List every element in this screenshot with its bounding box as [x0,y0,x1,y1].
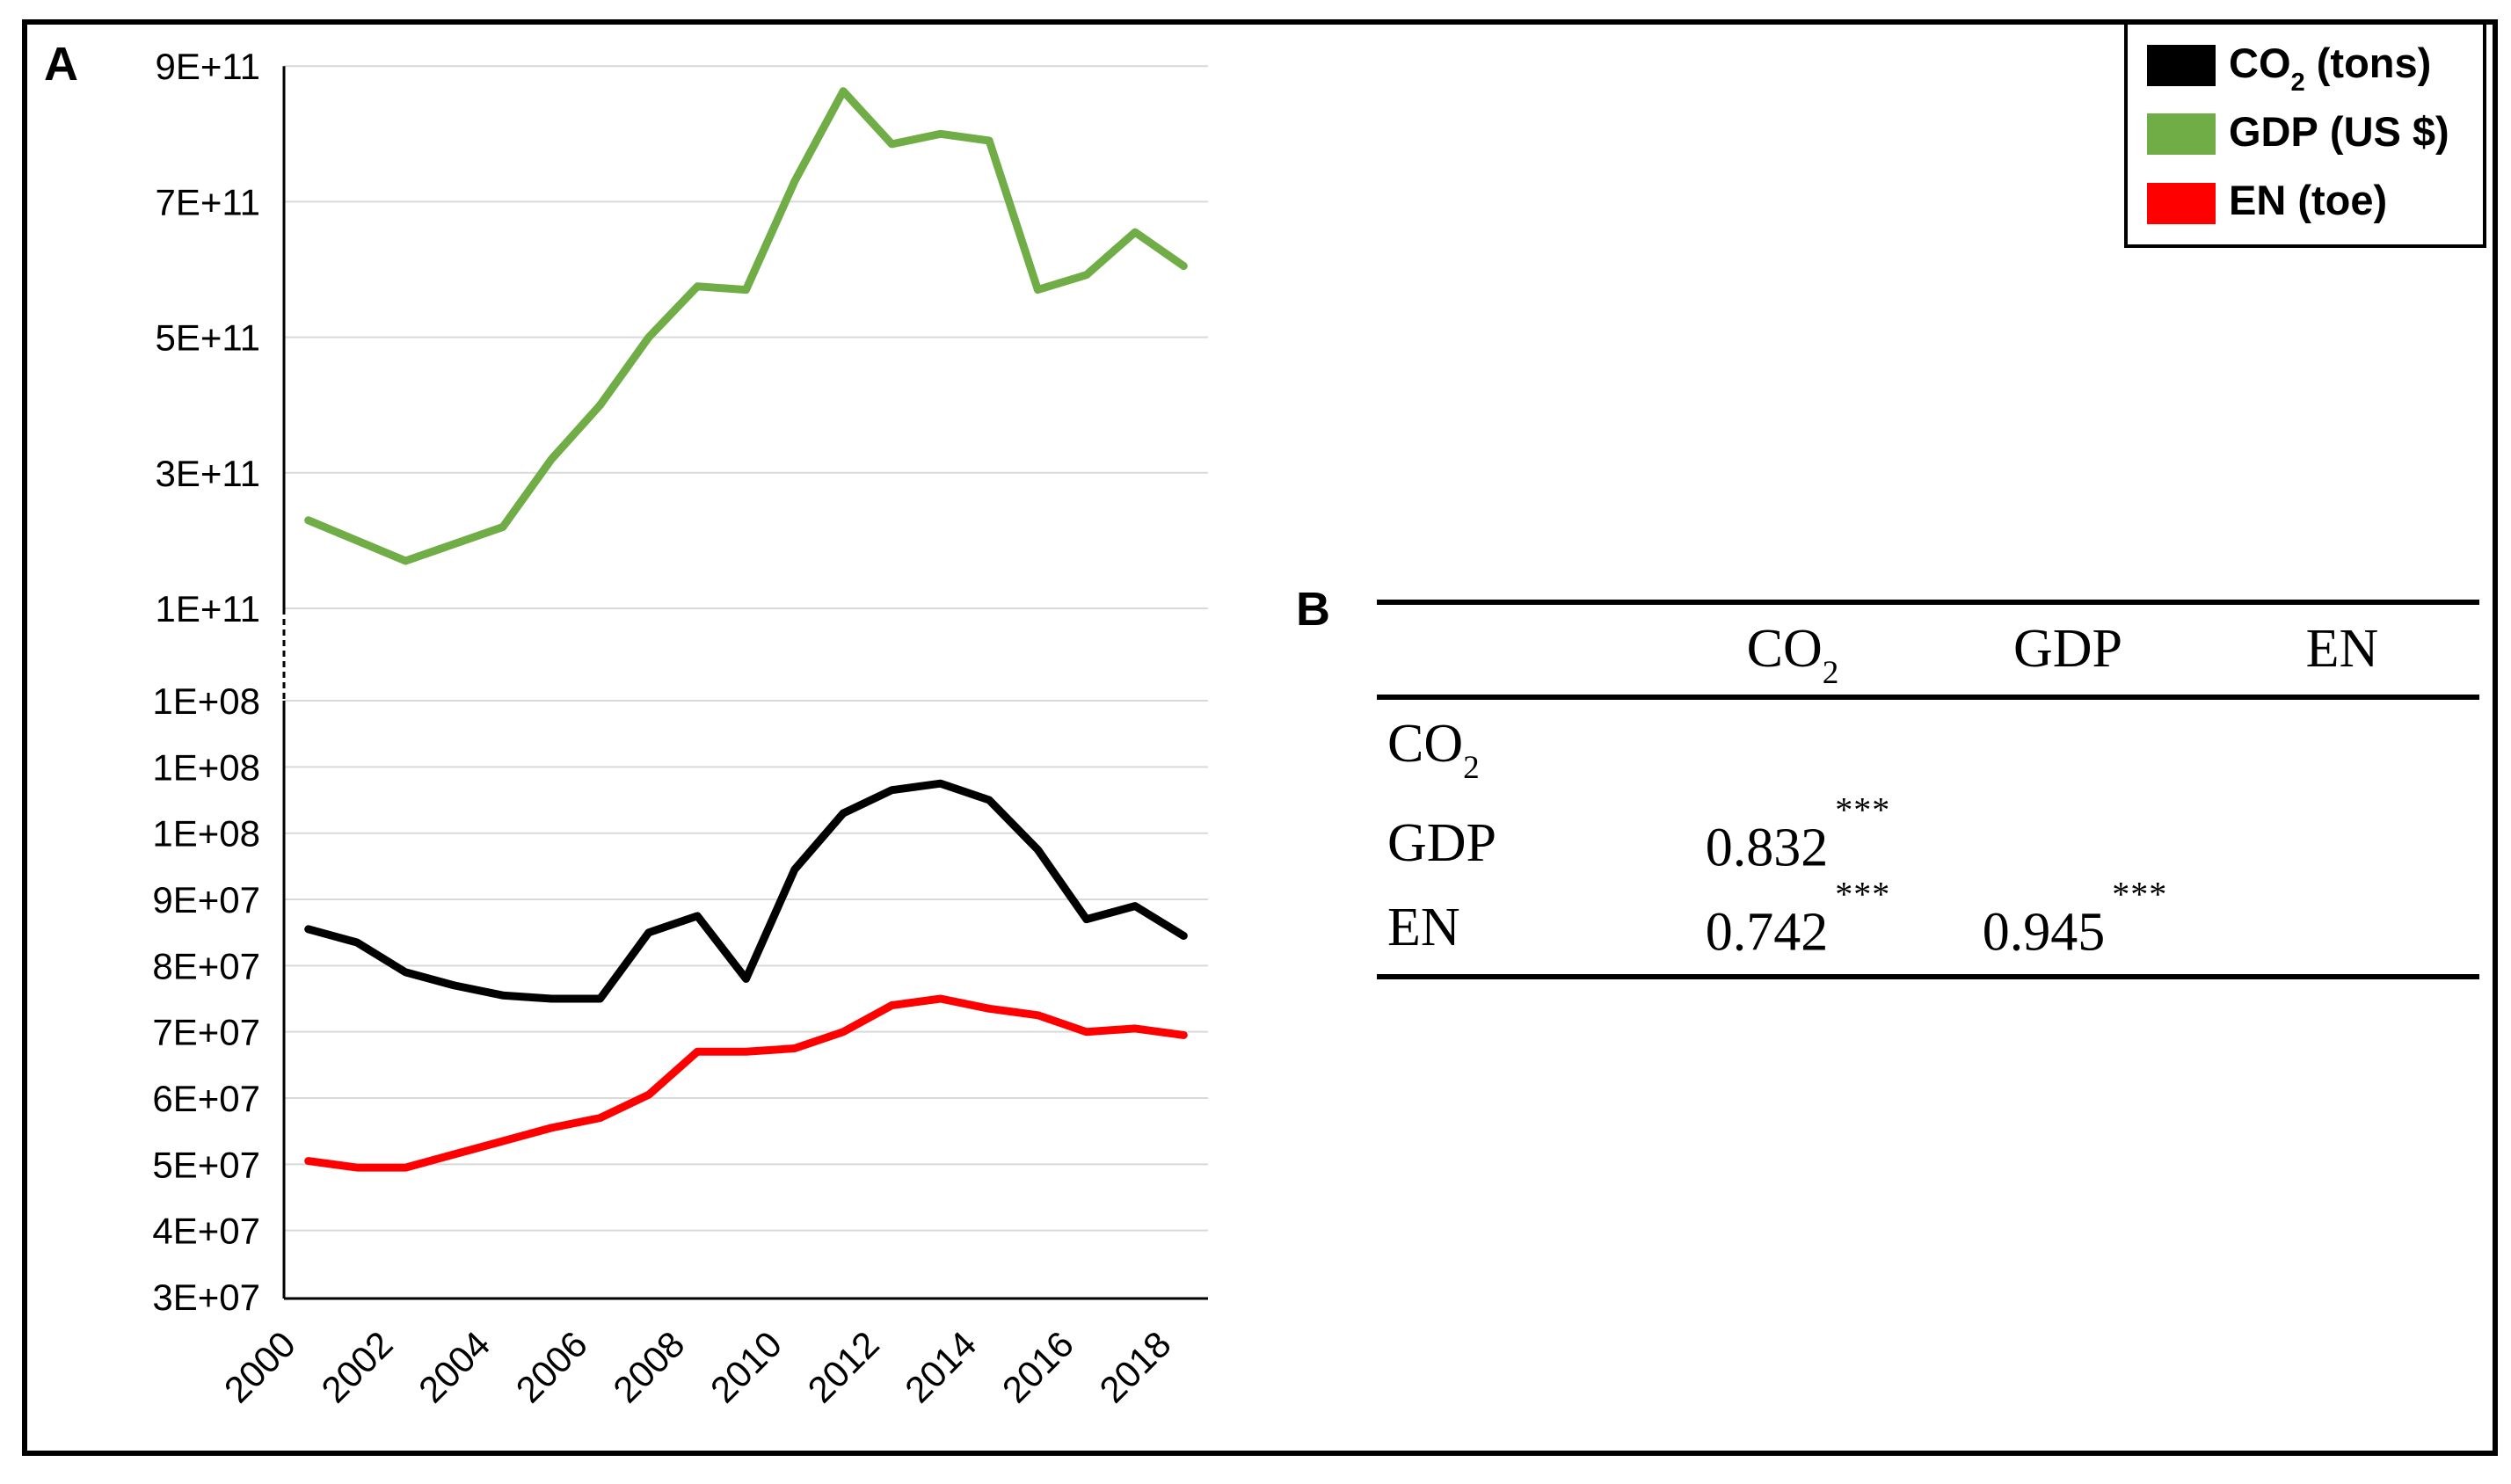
x-tick-label: 2000 [216,1323,303,1410]
y-tick-label-lower: 9E+07 [152,879,260,920]
panel-b-label: B [1296,583,1330,636]
x-tick-label: 2010 [702,1323,790,1410]
y-tick-label-lower: 5E+07 [152,1144,260,1185]
x-tick-label: 2018 [1091,1323,1178,1410]
x-tick-label: 2002 [313,1323,400,1410]
legend-item-en: EN (toe) [2128,176,2483,230]
table-rowlabel-gdp: GDP [1387,812,1497,873]
series-line-co2-tons [304,779,1188,1003]
series-line-gdp-us [304,87,1188,565]
series-line-en-toe [304,994,1188,1172]
y-tick-label-lower: 8E+07 [152,945,260,986]
x-tick-label: 2016 [994,1323,1081,1410]
table-rowlabel-co2: CO2 [1387,713,1480,786]
table-rule-mid [1377,695,2479,700]
legend-label-en: EN (toe) [2229,176,2388,223]
y-tick-label-upper: 3E+11 [156,453,261,494]
y-tick-label-lower: 1E+08 [152,746,260,788]
table-header-co2: CO2 [1746,618,1839,691]
legend-swatch-co2 [2147,45,2216,87]
table-rule-bottom [1377,974,2479,979]
x-tick-label: 2012 [800,1323,887,1410]
y-tick-label-upper: 1E+11 [156,588,261,629]
table-cell-en-co2: 0.742*** [1705,874,1891,963]
x-tick-label: 2008 [605,1323,692,1410]
x-tick-label: 2014 [897,1323,984,1410]
y-tick-label-lower: 4E+07 [152,1211,260,1252]
y-tick-label-lower: 1E+08 [152,680,260,722]
table-header-en: EN [2305,618,2379,679]
y-tick-label-lower: 1E+08 [152,813,260,855]
legend-swatch-en [2147,182,2216,224]
legend-label-co2: CO2 (tons) [2229,39,2432,98]
y-tick-label-lower: 3E+07 [152,1277,260,1318]
figure-border [22,19,2498,1456]
table-cell-en-gdp: 0.945*** [1982,874,2168,963]
y-tick-label-upper: 9E+11 [156,46,261,87]
legend-item-co2: CO2 (tons) [2128,39,2483,98]
legend-label-gdp: GDP (US $) [2229,107,2449,155]
x-tick-label: 2006 [508,1323,595,1410]
y-tick-label-lower: 7E+07 [152,1012,260,1053]
table-header-gdp: GDP [2012,618,2123,679]
table-cell-gdp-co2: 0.832*** [1705,789,1891,878]
table-rowlabel-en: EN [1387,897,1460,957]
y-tick-label-lower: 6E+07 [152,1078,260,1119]
x-tick-label: 2004 [411,1323,498,1410]
y-tick-label-upper: 7E+11 [156,181,261,222]
table-rule-top [1377,600,2479,605]
legend-item-gdp: GDP (US $) [2128,107,2483,162]
y-tick-label-upper: 5E+11 [156,317,261,359]
panel-a-label: A [44,38,78,91]
chart-legend: CO2 (tons) GDP (US $) EN (toe) [2124,21,2486,248]
legend-swatch-gdp [2147,113,2216,156]
